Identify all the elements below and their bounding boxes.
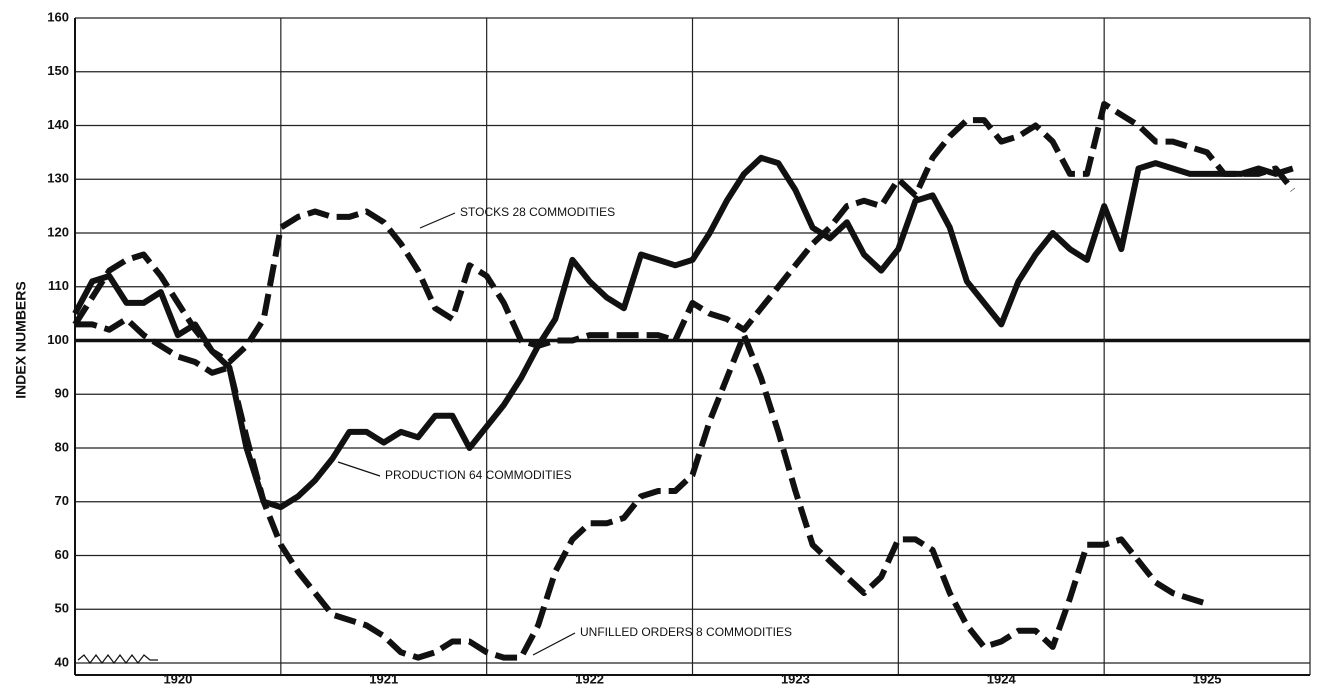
y-tick-label: 140	[47, 117, 69, 132]
x-tick-label: 1921	[369, 671, 398, 686]
x-tick-label: 1924	[987, 671, 1017, 686]
y-tick-label: 80	[55, 439, 69, 454]
y-tick-label: 90	[55, 386, 69, 401]
annotation: PRODUCTION 64 COMMODITIES	[385, 468, 572, 482]
axis-break	[77, 654, 158, 664]
y-tick-label: 40	[55, 654, 69, 669]
y-tick-label: 60	[55, 547, 69, 562]
x-tick-label: 1920	[163, 671, 192, 686]
y-tick-label: 130	[47, 171, 69, 186]
y-tick-label: 150	[47, 63, 69, 78]
y-tick-label: 110	[48, 278, 69, 293]
data-line	[75, 316, 1208, 661]
x-tick-label: 1925	[1193, 671, 1222, 686]
y-tick-label: 50	[55, 601, 69, 616]
x-tick-label: 1922	[575, 671, 604, 686]
arrow	[337, 461, 381, 477]
y-tick-label: 70	[55, 493, 69, 508]
data-line	[72, 154, 1294, 511]
x-tick-label: 1923	[781, 671, 810, 686]
arrow	[532, 632, 576, 656]
annotation: UNFILLED ORDERS 8 COMMODITIES	[580, 625, 792, 639]
y-tick-label: 160	[47, 9, 69, 24]
arrow	[419, 212, 456, 229]
y-axis-label: INDEX NUMBERS	[13, 281, 29, 398]
annotation: STOCKS 28 COMMODITIES	[460, 205, 615, 219]
y-tick-label: 100	[47, 332, 69, 347]
y-tick-label: 120	[47, 224, 69, 239]
data-line	[72, 101, 1296, 365]
